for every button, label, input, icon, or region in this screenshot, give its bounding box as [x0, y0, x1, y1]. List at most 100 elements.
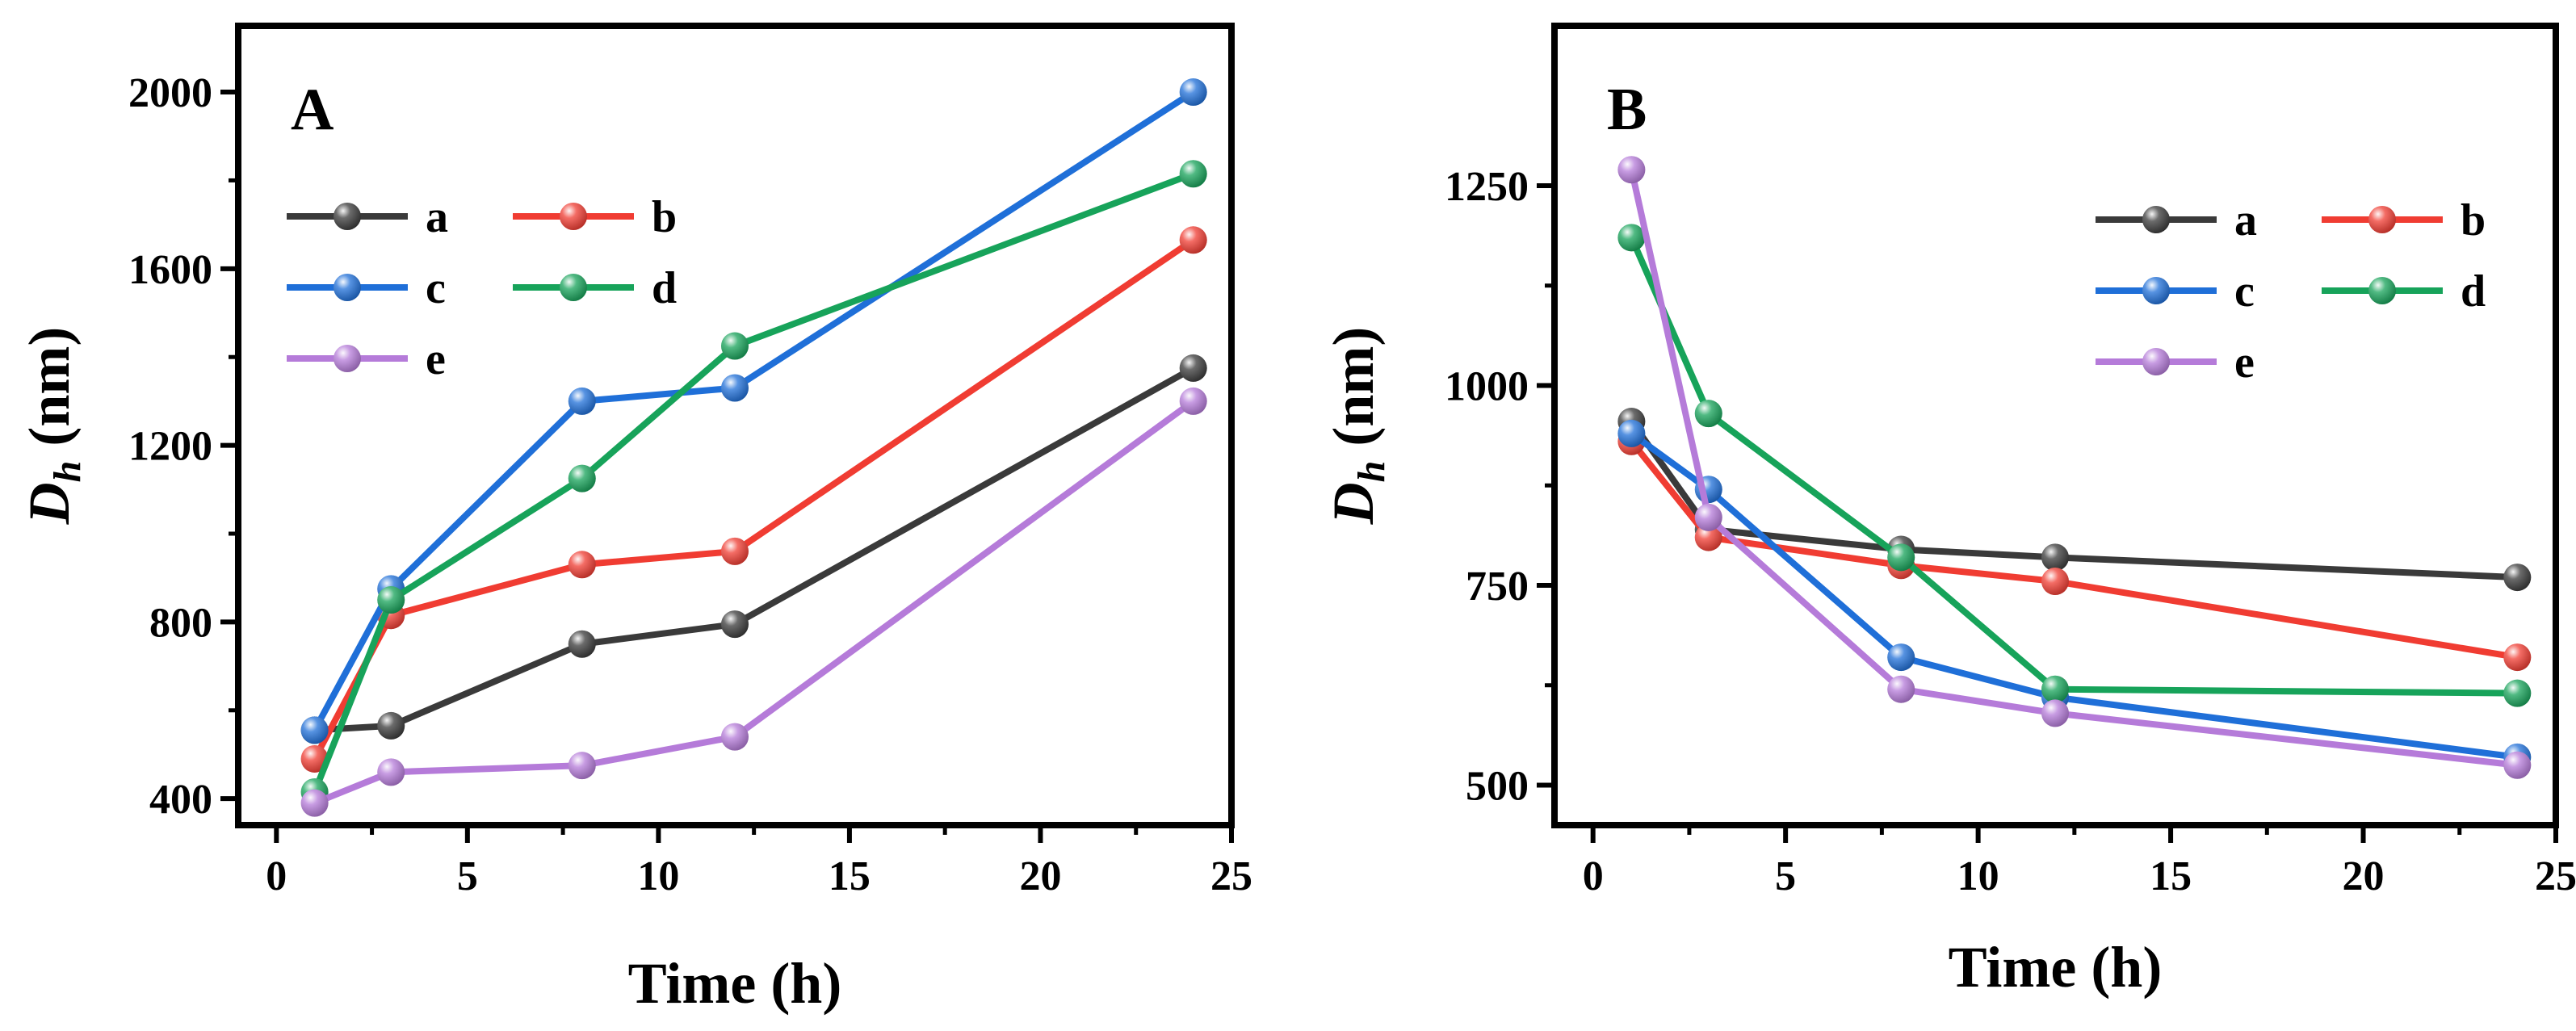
panel-b-y-tick-label: 750 [1466, 564, 1529, 610]
panel-a-legend-label-a: a [426, 192, 448, 242]
panel-b-point-highlight-a [2503, 564, 2532, 592]
panel-a-point-highlight-d [377, 586, 405, 614]
panel-a-point-highlight-e [377, 758, 405, 786]
panel-b-x-tick-label: 20 [2343, 853, 2385, 899]
panel-a-point-highlight-a [377, 711, 405, 740]
panel-a-legend-marker-highlight-e [334, 345, 361, 372]
panel-b-point-highlight-c [1617, 419, 1646, 447]
panel-a-label: A [291, 77, 334, 143]
panel-a-point-highlight-a [568, 630, 596, 658]
panel-b-legend-label-e: e [2234, 337, 2255, 388]
panel-a-point-highlight-c [721, 374, 749, 402]
panel-a-legend-label-b: b [652, 192, 677, 242]
panel-a-y-axis-symbol: D [17, 482, 82, 525]
panel-b-point-highlight-e [2503, 751, 2532, 779]
panel-b-point-highlight-d [2041, 675, 2069, 703]
panel-a-point-highlight-e [300, 789, 329, 817]
panel-a-point-highlight-b [568, 551, 596, 579]
panel-b-point-highlight-e [2041, 699, 2069, 727]
panel-b-point-highlight-e [1617, 156, 1646, 184]
panel-b-point-highlight-e [1694, 503, 1722, 531]
panel-b-series-line-b [1629, 439, 2518, 661]
panel-a-y-tick-label: 1600 [128, 247, 212, 293]
panel-a-legend-label-d: d [652, 263, 677, 313]
panel-b-label: B [1607, 77, 1647, 143]
panel-a-point-highlight-e [568, 752, 596, 780]
panel-b-series-line-a [1629, 419, 2518, 581]
panel-a-point-highlight-b [300, 744, 329, 773]
panel-a-legend-marker-highlight-c [334, 274, 361, 301]
panel-a-point-highlight-a [721, 610, 749, 639]
panel-a-series [300, 78, 1207, 817]
panel-a-x-tick-label: 25 [1210, 853, 1252, 899]
panel-b-series-line-d [1628, 236, 2518, 697]
panel-a-y-axis-title: Dh (nm) [17, 327, 89, 526]
panel-a-point-highlight-d [721, 332, 749, 360]
panel-a-legend-label-c: c [426, 263, 446, 313]
panel-a-legend-marker-highlight-d [560, 274, 587, 301]
panel-a-point-highlight-c [568, 387, 596, 415]
panel-b-series-line-c [1630, 430, 2518, 761]
panel-b-legend: a b c d e [2096, 195, 2486, 388]
panel-a-point-highlight-e [1179, 387, 1207, 415]
panel-b-legend-label-d: d [2461, 266, 2486, 316]
panel-b-legend-label-a: a [2234, 195, 2257, 245]
panel-b-point-highlight-e [1887, 675, 1915, 703]
panel-a-point-highlight-d [1179, 160, 1207, 188]
panel-b-y-tick-label: 500 [1466, 764, 1529, 810]
panel-b-point-highlight-a [2041, 543, 2069, 572]
panel-b-legend-marker-highlight-b [2368, 206, 2396, 233]
panel-b-point-highlight-c [1887, 643, 1915, 672]
panel-a-point-highlight-e [721, 723, 749, 751]
panel-a-x-tick-label: 5 [457, 853, 478, 899]
panel-b-x-tick-label: 25 [2535, 853, 2576, 899]
panel-a-x-tick-label: 15 [829, 853, 871, 899]
panel-b-point-highlight-b [1694, 523, 1722, 551]
panel-a-y-axis-unit: (nm) [17, 327, 82, 461]
panel-b-point-highlight-b [2503, 643, 2532, 672]
panel-a-axes: 0 5 10 15 20 25 400 800 1200 1600 2000 [128, 70, 1252, 899]
panel-a-x-tick-label: 10 [637, 853, 679, 899]
panel-a-y-axis-subscript: h [46, 461, 89, 483]
panel-a-legend-marker-highlight-b [560, 203, 587, 230]
panel-a-y-tick-label: 2000 [128, 70, 212, 116]
panel-b-axes: 0 5 10 15 20 25 500 750 1000 1250 [1445, 164, 2576, 899]
panel-b-legend-marker-highlight-d [2368, 277, 2396, 304]
panel-a-y-tick-label: 400 [149, 777, 212, 823]
panel-a-point-highlight-c [1179, 78, 1207, 107]
panel-a-x-tick-label: 20 [1019, 853, 1061, 899]
panel-b-point-highlight-d [1617, 224, 1646, 252]
panel-a-y-tick-label: 800 [149, 600, 212, 646]
panel-a-y-tick-label: 1200 [128, 424, 212, 470]
panel-b-legend-marker-highlight-e [2142, 348, 2170, 375]
panel-a-point-highlight-d [568, 464, 596, 492]
panel-a-point-highlight-b [721, 537, 749, 565]
panel-b-legend-marker-highlight-c [2142, 277, 2170, 304]
panel-b-y-axis-symbol: D [1321, 482, 1386, 525]
panel-b-y-axis-subscript: h [1350, 461, 1393, 483]
panel-b-x-tick-label: 5 [1775, 853, 1796, 899]
panel-a-legend-marker-highlight-a [334, 203, 361, 230]
panel-b-y-tick-label: 1250 [1445, 164, 1529, 210]
panel-a-series-line-a [314, 365, 1195, 734]
panel-b-point-highlight-d [1887, 543, 1915, 572]
panel-b-y-axis-unit: (nm) [1321, 327, 1386, 461]
panel-b-legend-label-c: c [2234, 266, 2255, 316]
panel-b-point-highlight-d [1694, 400, 1722, 428]
panel-b-x-axis-title: Time (h) [1949, 935, 2163, 1000]
panel-b: 0 5 10 15 20 25 500 750 1000 1250 a b c d e B Time (h… [1321, 23, 2576, 1000]
panel-a-series-line-c [312, 89, 1195, 732]
panel-b-series-line-e [1628, 169, 2518, 769]
panel-a: 0 5 10 15 20 25 400 800 1200 1600 2000 a b c d e A Tim… [17, 23, 1252, 1016]
panel-b-y-axis-title: Dh (nm) [1321, 327, 1393, 526]
panel-b-point-highlight-d [2503, 679, 2532, 707]
panel-a-x-axis-title: Time (h) [628, 951, 842, 1016]
panel-a-point-highlight-b [1179, 226, 1207, 254]
panel-b-series [1617, 156, 2532, 779]
panel-b-point-highlight-b [2041, 568, 2069, 596]
panel-b-legend-label-b: b [2461, 195, 2486, 245]
panel-a-point-highlight-a [1179, 354, 1207, 382]
panel-b-x-tick-label: 10 [1957, 853, 1999, 899]
panel-a-legend-label-e: e [426, 334, 446, 384]
panel-b-legend-marker-highlight-a [2142, 206, 2170, 233]
